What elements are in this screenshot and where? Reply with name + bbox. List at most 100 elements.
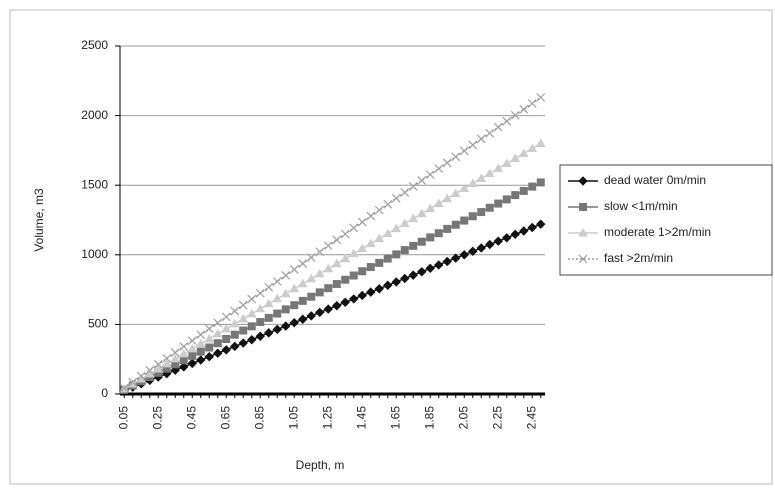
point-marker: [144, 368, 155, 378]
y-tick-label: 500: [88, 317, 108, 331]
point-marker: [416, 208, 427, 218]
y-tick-label: 2000: [81, 108, 108, 122]
point-marker: [434, 260, 444, 270]
point-marker: [468, 246, 478, 257]
point-marker: [417, 176, 427, 185]
point-marker: [212, 328, 223, 338]
point-marker: [246, 308, 257, 318]
point-marker: [459, 146, 469, 156]
point-marker: [187, 343, 198, 353]
point-marker: [374, 233, 385, 243]
point-marker: [425, 203, 436, 213]
point-marker: [324, 284, 333, 293]
point-marker: [195, 338, 206, 348]
x-tick-label: 0.85: [252, 406, 266, 430]
point-marker: [510, 110, 520, 120]
point-marker: [213, 348, 223, 358]
point-marker: [485, 128, 495, 138]
point-marker: [178, 348, 189, 358]
point-marker: [153, 359, 163, 369]
point-marker: [527, 143, 538, 152]
x-tick-label: 0.25: [150, 406, 164, 430]
x-tick-label: 1.65: [388, 406, 402, 430]
point-marker: [528, 182, 537, 191]
point-marker: [196, 330, 206, 340]
point-marker: [392, 250, 401, 259]
point-marker: [315, 307, 325, 318]
legend-box: [559, 164, 773, 276]
point-marker: [221, 345, 231, 355]
point-marker: [400, 246, 409, 255]
point-marker: [579, 203, 587, 211]
point-marker: [349, 223, 359, 233]
point-marker: [221, 323, 232, 333]
point-marker: [332, 280, 341, 289]
point-marker: [281, 305, 290, 314]
point-marker: [518, 148, 529, 157]
point-marker: [443, 224, 452, 233]
point-marker: [256, 318, 265, 327]
point-marker: [502, 195, 511, 204]
point-marker: [426, 233, 435, 242]
point-marker: [391, 277, 401, 287]
point-marker: [476, 173, 487, 183]
point-marker: [272, 276, 282, 286]
point-marker: [451, 220, 460, 229]
point-marker: [273, 309, 282, 318]
point-marker: [357, 217, 367, 227]
point-marker: [179, 356, 188, 365]
point-marker: [399, 218, 410, 228]
point-marker: [153, 363, 164, 373]
point-marker: [340, 229, 350, 239]
point-marker: [366, 263, 375, 272]
point-marker: [485, 239, 495, 250]
point-marker: [578, 254, 588, 264]
x-tick-label: 0.45: [184, 406, 198, 430]
point-marker: [400, 188, 410, 197]
point-marker: [272, 293, 283, 303]
point-marker: [434, 229, 443, 238]
point-marker: [196, 347, 205, 356]
point-marker: [494, 199, 503, 208]
point-marker: [442, 256, 452, 267]
point-marker: [357, 290, 367, 301]
point-marker: [222, 335, 231, 344]
point-marker: [323, 263, 334, 273]
point-marker: [188, 351, 197, 360]
point-marker: [264, 313, 273, 322]
point-marker: [161, 358, 172, 368]
point-marker: [247, 322, 256, 331]
point-marker: [204, 351, 214, 362]
point-marker: [493, 122, 503, 132]
point-marker: [425, 170, 435, 180]
point-marker: [323, 241, 333, 251]
legend: dead water 0m/min slow <1m/min moderate 1>…: [559, 164, 773, 276]
point-marker: [442, 158, 452, 168]
point-marker: [519, 186, 528, 195]
point-marker: [417, 267, 427, 277]
point-marker: [425, 263, 435, 274]
point-marker: [375, 258, 384, 267]
point-marker: [467, 178, 478, 188]
point-marker: [468, 140, 478, 150]
point-marker: [374, 205, 384, 215]
point-marker: [239, 326, 248, 335]
point-marker: [128, 377, 138, 387]
point-marker: [213, 318, 223, 328]
point-marker: [400, 273, 410, 284]
point-marker: [297, 278, 308, 288]
x-tick-label: 0.05: [116, 406, 130, 430]
legend-label: fast >2m/min: [604, 251, 673, 265]
point-marker: [434, 164, 444, 174]
point-marker: [383, 254, 392, 263]
x-tick-label: 2.05: [456, 406, 470, 430]
point-marker: [510, 229, 520, 240]
point-marker: [519, 104, 529, 114]
point-marker: [340, 253, 351, 263]
point-marker: [502, 233, 512, 243]
point-marker: [433, 198, 444, 208]
point-marker: [289, 283, 300, 293]
point-marker: [417, 237, 426, 246]
point-marker: [476, 243, 486, 253]
